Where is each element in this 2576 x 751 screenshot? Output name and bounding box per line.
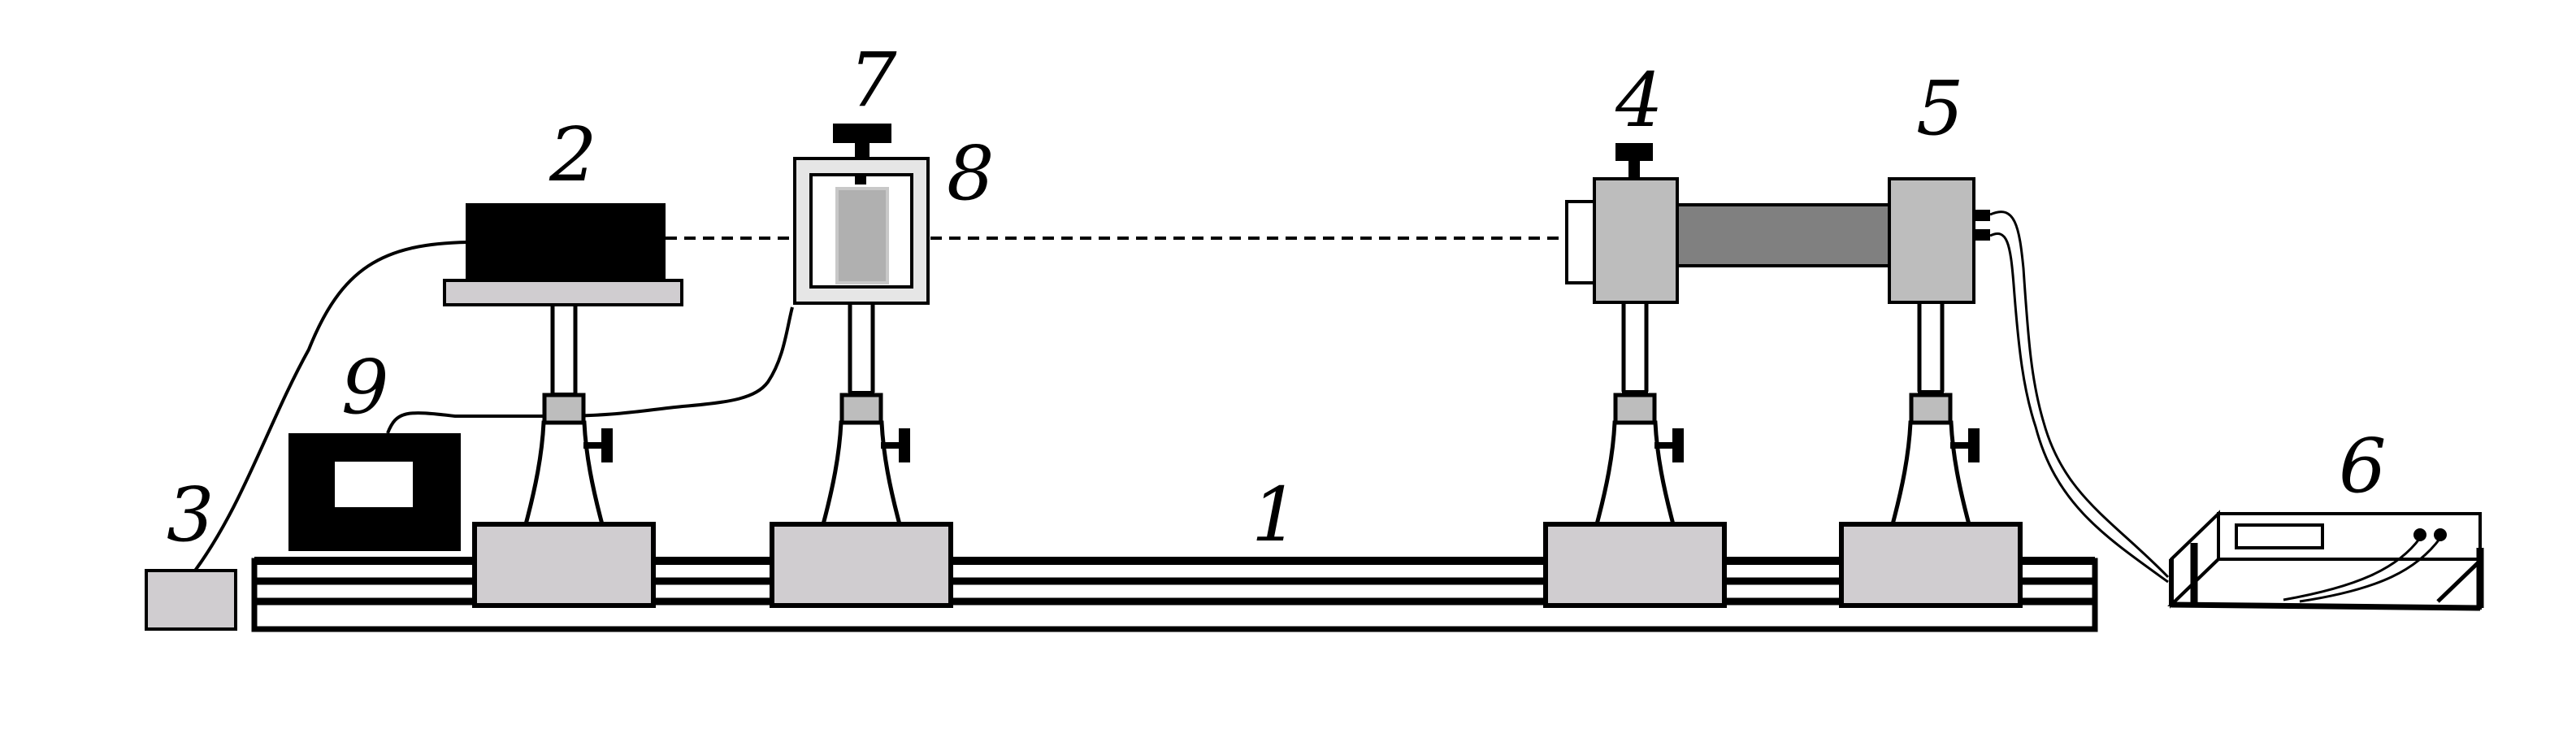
laser-carriage-knob-stem <box>583 442 601 449</box>
rear-holder <box>1888 177 1990 304</box>
cell-carriage-stand <box>821 420 902 525</box>
rear-carriage-block <box>1839 522 2023 608</box>
sample-cell <box>793 157 930 305</box>
label-screw: 7 <box>849 37 897 124</box>
label-rear-holder: 5 <box>1916 65 1964 152</box>
front-carriage-knob <box>1672 428 1684 462</box>
cell-carriage-knob-stem <box>881 442 899 449</box>
cell-carriage-clamp <box>839 393 883 425</box>
front-carriage-stand <box>1594 420 1676 525</box>
control-box-cable <box>386 306 794 434</box>
detector-tube <box>1672 203 1891 267</box>
front-holder <box>1565 143 1679 304</box>
laser-carriage-block <box>472 522 656 608</box>
label-sample-cell: 8 <box>947 130 995 217</box>
front-carriage-post <box>1622 301 1648 393</box>
measuring-meter <box>2167 510 2484 611</box>
cell-carriage-post <box>848 302 874 394</box>
laser-carriage-knob <box>601 428 613 462</box>
rear-carriage-knob-stem <box>1950 442 1968 449</box>
power-supply-box <box>145 569 237 631</box>
label-front-holder: 4 <box>1615 57 1663 144</box>
front-carriage-block <box>1543 522 1727 608</box>
laser-source <box>443 203 683 306</box>
carriages <box>472 301 2023 608</box>
laser-carriage-stand <box>523 420 605 525</box>
cell-carriage-block <box>770 522 953 608</box>
meter-cables <box>1989 211 2170 584</box>
rear-carriage-clamp <box>1909 393 1953 425</box>
label-bench: 1 <box>1251 471 1299 558</box>
label-power-supply: 3 <box>167 471 215 558</box>
front-carriage-clamp <box>1613 393 1657 425</box>
cell-carriage-knob <box>899 428 910 462</box>
laser-carriage-post <box>551 303 577 396</box>
label-meter: 6 <box>2339 423 2387 510</box>
laser-carriage-clamp <box>542 393 586 425</box>
front-carriage-knob-stem <box>1654 442 1672 449</box>
label-control-box: 9 <box>341 344 389 431</box>
control-box <box>288 433 461 551</box>
psu-laser-cable <box>193 241 468 572</box>
rear-carriage-stand <box>1890 420 1971 525</box>
rear-carriage-knob <box>1968 428 1980 462</box>
label-laser: 2 <box>549 111 597 198</box>
screw <box>833 124 891 159</box>
rear-carriage-post <box>1918 301 1944 393</box>
